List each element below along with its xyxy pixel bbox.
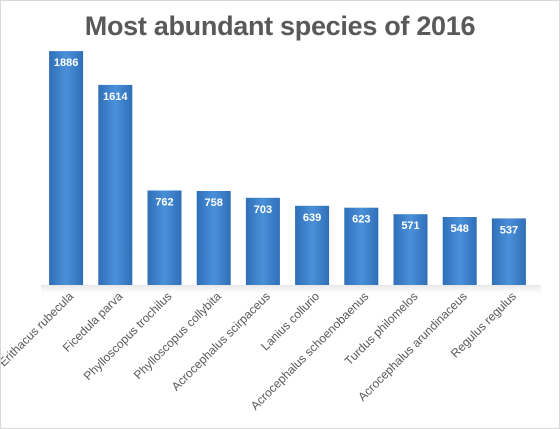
bar-value-label: 548 bbox=[451, 223, 469, 235]
category-label: Acrocephalus scirpaceus bbox=[169, 289, 273, 393]
bar bbox=[491, 218, 526, 285]
bar-value-label: 762 bbox=[155, 197, 173, 209]
bar bbox=[245, 197, 280, 285]
bar bbox=[295, 205, 330, 285]
category-label: Phylloscopus collybita bbox=[131, 289, 224, 382]
category-label: Erithacus rubecula bbox=[1, 289, 76, 369]
bar-value-label: 703 bbox=[254, 204, 272, 216]
bar-value-label: 537 bbox=[500, 224, 518, 236]
category-label: Phylloscopus trochilus bbox=[81, 289, 175, 383]
bar bbox=[98, 84, 133, 286]
bar-value-label: 758 bbox=[205, 197, 223, 209]
bar-value-label: 571 bbox=[401, 220, 419, 232]
bar-label-group: 1886 1614 762 758 703 639 623 571 548 537 bbox=[54, 57, 518, 236]
bar-value-label: 639 bbox=[303, 212, 321, 224]
bar bbox=[196, 191, 231, 285]
bar-value-label: 623 bbox=[352, 214, 370, 226]
bar bbox=[147, 190, 182, 285]
chart-floor bbox=[41, 285, 541, 297]
bar bbox=[393, 214, 428, 285]
bar-group bbox=[49, 51, 526, 286]
floor-shadow bbox=[41, 285, 541, 297]
chart-title: Most abundant species of 2016 bbox=[84, 11, 476, 41]
bar bbox=[49, 51, 84, 285]
bar-value-label: 1614 bbox=[103, 91, 128, 103]
bar bbox=[442, 217, 477, 285]
bar-value-label: 1886 bbox=[54, 57, 78, 69]
bar bbox=[344, 207, 379, 285]
